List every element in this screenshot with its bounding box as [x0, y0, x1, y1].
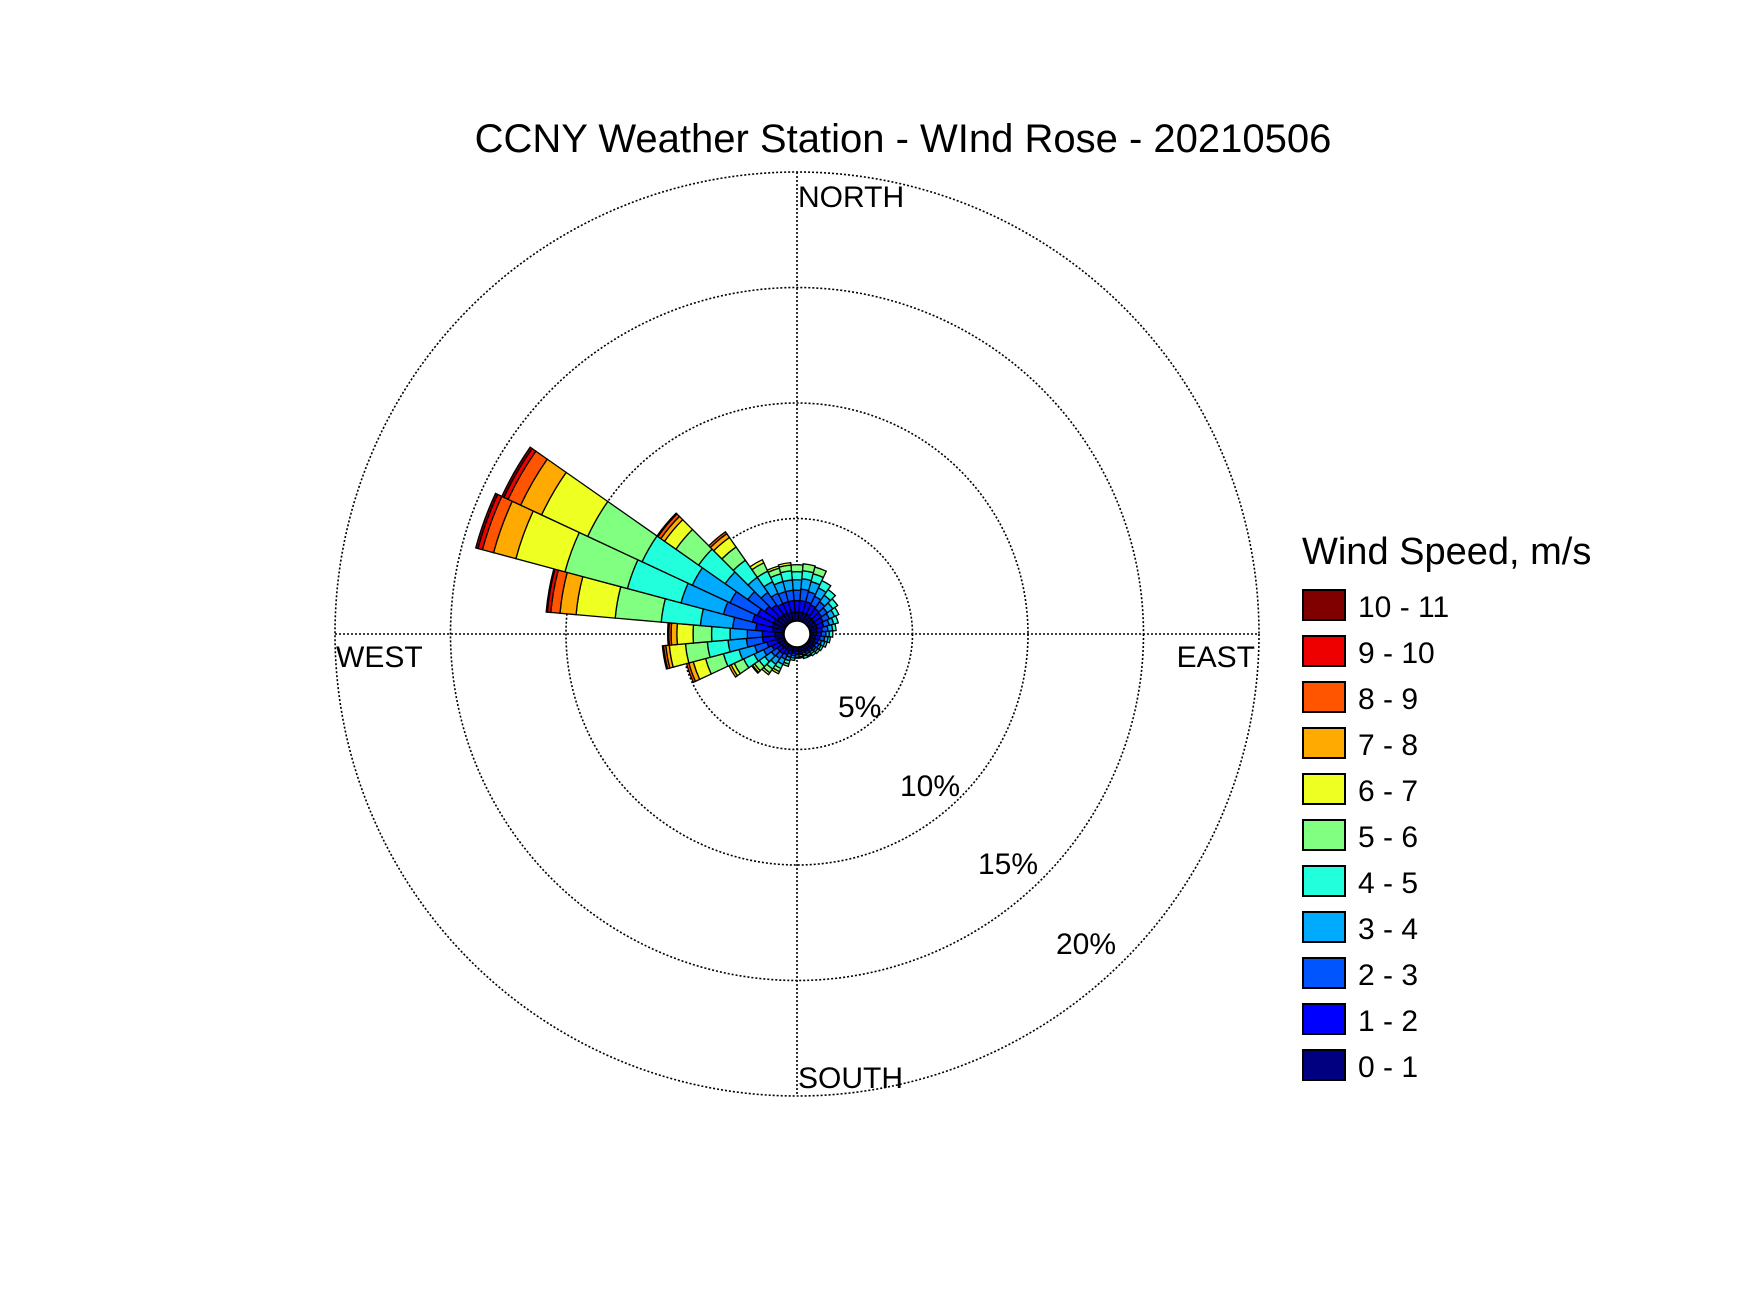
sector-60-bin-4-5	[830, 606, 840, 618]
legend-label: 4 - 5	[1358, 867, 1418, 900]
sector-0-bin-5-6	[790, 564, 804, 573]
sector-300-bin-10-11	[500, 446, 533, 499]
legend-swatch	[1302, 957, 1346, 989]
legend-label: 0 - 1	[1358, 1051, 1418, 1084]
direction-label-east: EAST	[1177, 641, 1255, 674]
sector-70-bin-4-5	[830, 615, 840, 625]
legend-swatch	[1302, 819, 1346, 851]
sector-270-bin-4-5	[710, 625, 731, 643]
direction-label-south: SOUTH	[798, 1062, 903, 1095]
sector-100-bin-4-5	[826, 636, 832, 644]
legend-swatch	[1302, 911, 1346, 943]
sector-260-bin-9-10	[661, 644, 669, 670]
ring-label-15: 15%	[978, 848, 1038, 881]
ring-label-20: 20%	[1056, 928, 1116, 961]
legend-label: 6 - 7	[1358, 775, 1418, 808]
center-hole	[783, 620, 811, 648]
sector-270-bin-5-6	[692, 624, 713, 644]
legend-item: 5 - 6	[1302, 819, 1418, 854]
sector-110-bin-4-5	[822, 640, 828, 649]
legend-item: 0 - 1	[1302, 1049, 1418, 1084]
sector-310-bin-9-10	[656, 512, 678, 538]
legend-label: 7 - 8	[1358, 729, 1418, 762]
sector-270-bin-6-7	[676, 622, 695, 646]
legend-swatch	[1302, 1003, 1346, 1035]
sector-50-bin-4-5	[827, 597, 839, 610]
chart-title: CCNY Weather Station - WInd Rose - 20210…	[475, 117, 1332, 161]
legend-item: 7 - 8	[1302, 727, 1418, 762]
ring-label-10: 10%	[900, 770, 960, 803]
sector-350-bin-6-7	[777, 561, 792, 568]
legend-item: 1 - 2	[1302, 1003, 1418, 1038]
direction-label-north: NORTH	[798, 181, 904, 214]
legend-item: 10 - 11	[1302, 589, 1449, 624]
legend-item: 9 - 10	[1302, 635, 1435, 670]
sector-0-bin-4-5	[790, 570, 804, 581]
legend-title: Wind Speed, m/s	[1302, 531, 1591, 573]
wind-sectors	[474, 446, 840, 684]
legend-item: 6 - 7	[1302, 773, 1418, 808]
sector-320-bin-8-9	[707, 530, 728, 549]
legend-swatch	[1302, 773, 1346, 805]
legend-item: 3 - 4	[1302, 911, 1418, 946]
legend-label: 1 - 2	[1358, 1005, 1418, 1038]
legend-label: 8 - 9	[1358, 683, 1418, 716]
sector-330-bin-6-7	[749, 558, 765, 571]
legend-swatch	[1302, 681, 1346, 713]
legend-swatch	[1302, 727, 1346, 759]
sector-270-bin-9-10	[666, 622, 670, 646]
legend-label: 5 - 6	[1358, 821, 1418, 854]
legend-swatch	[1302, 635, 1346, 667]
sector-20-bin-5-6	[812, 566, 828, 579]
sector-10-bin-5-6	[801, 563, 817, 574]
sector-90-bin-4-5	[828, 630, 834, 638]
legend-swatch	[1302, 1049, 1346, 1081]
sector-0-bin-3-4	[791, 579, 803, 591]
legend-item: 8 - 9	[1302, 681, 1418, 716]
legend-swatch	[1302, 865, 1346, 897]
legend-label: 10 - 11	[1358, 591, 1449, 624]
legend-item: 4 - 5	[1302, 865, 1418, 900]
sector-80-bin-4-5	[830, 623, 837, 632]
legend: Wind Speed, m/s 10 - 11 9 - 10 8 - 9 7 - 8 6…	[1302, 531, 1591, 1084]
ring-label-5: 5%	[838, 691, 881, 724]
legend-label: 3 - 4	[1358, 913, 1418, 946]
sector-40-bin-4-5	[823, 588, 837, 602]
legend-label: 9 - 10	[1358, 637, 1435, 670]
legend-label: 2 - 3	[1358, 959, 1418, 992]
legend-swatch	[1302, 589, 1346, 621]
sector-290-bin-10-11	[474, 492, 499, 550]
direction-label-west: WEST	[336, 641, 423, 674]
sector-270-bin-7-8	[670, 622, 679, 646]
legend-item: 2 - 3	[1302, 957, 1418, 992]
sector-160-bin-4-5	[802, 654, 809, 660]
